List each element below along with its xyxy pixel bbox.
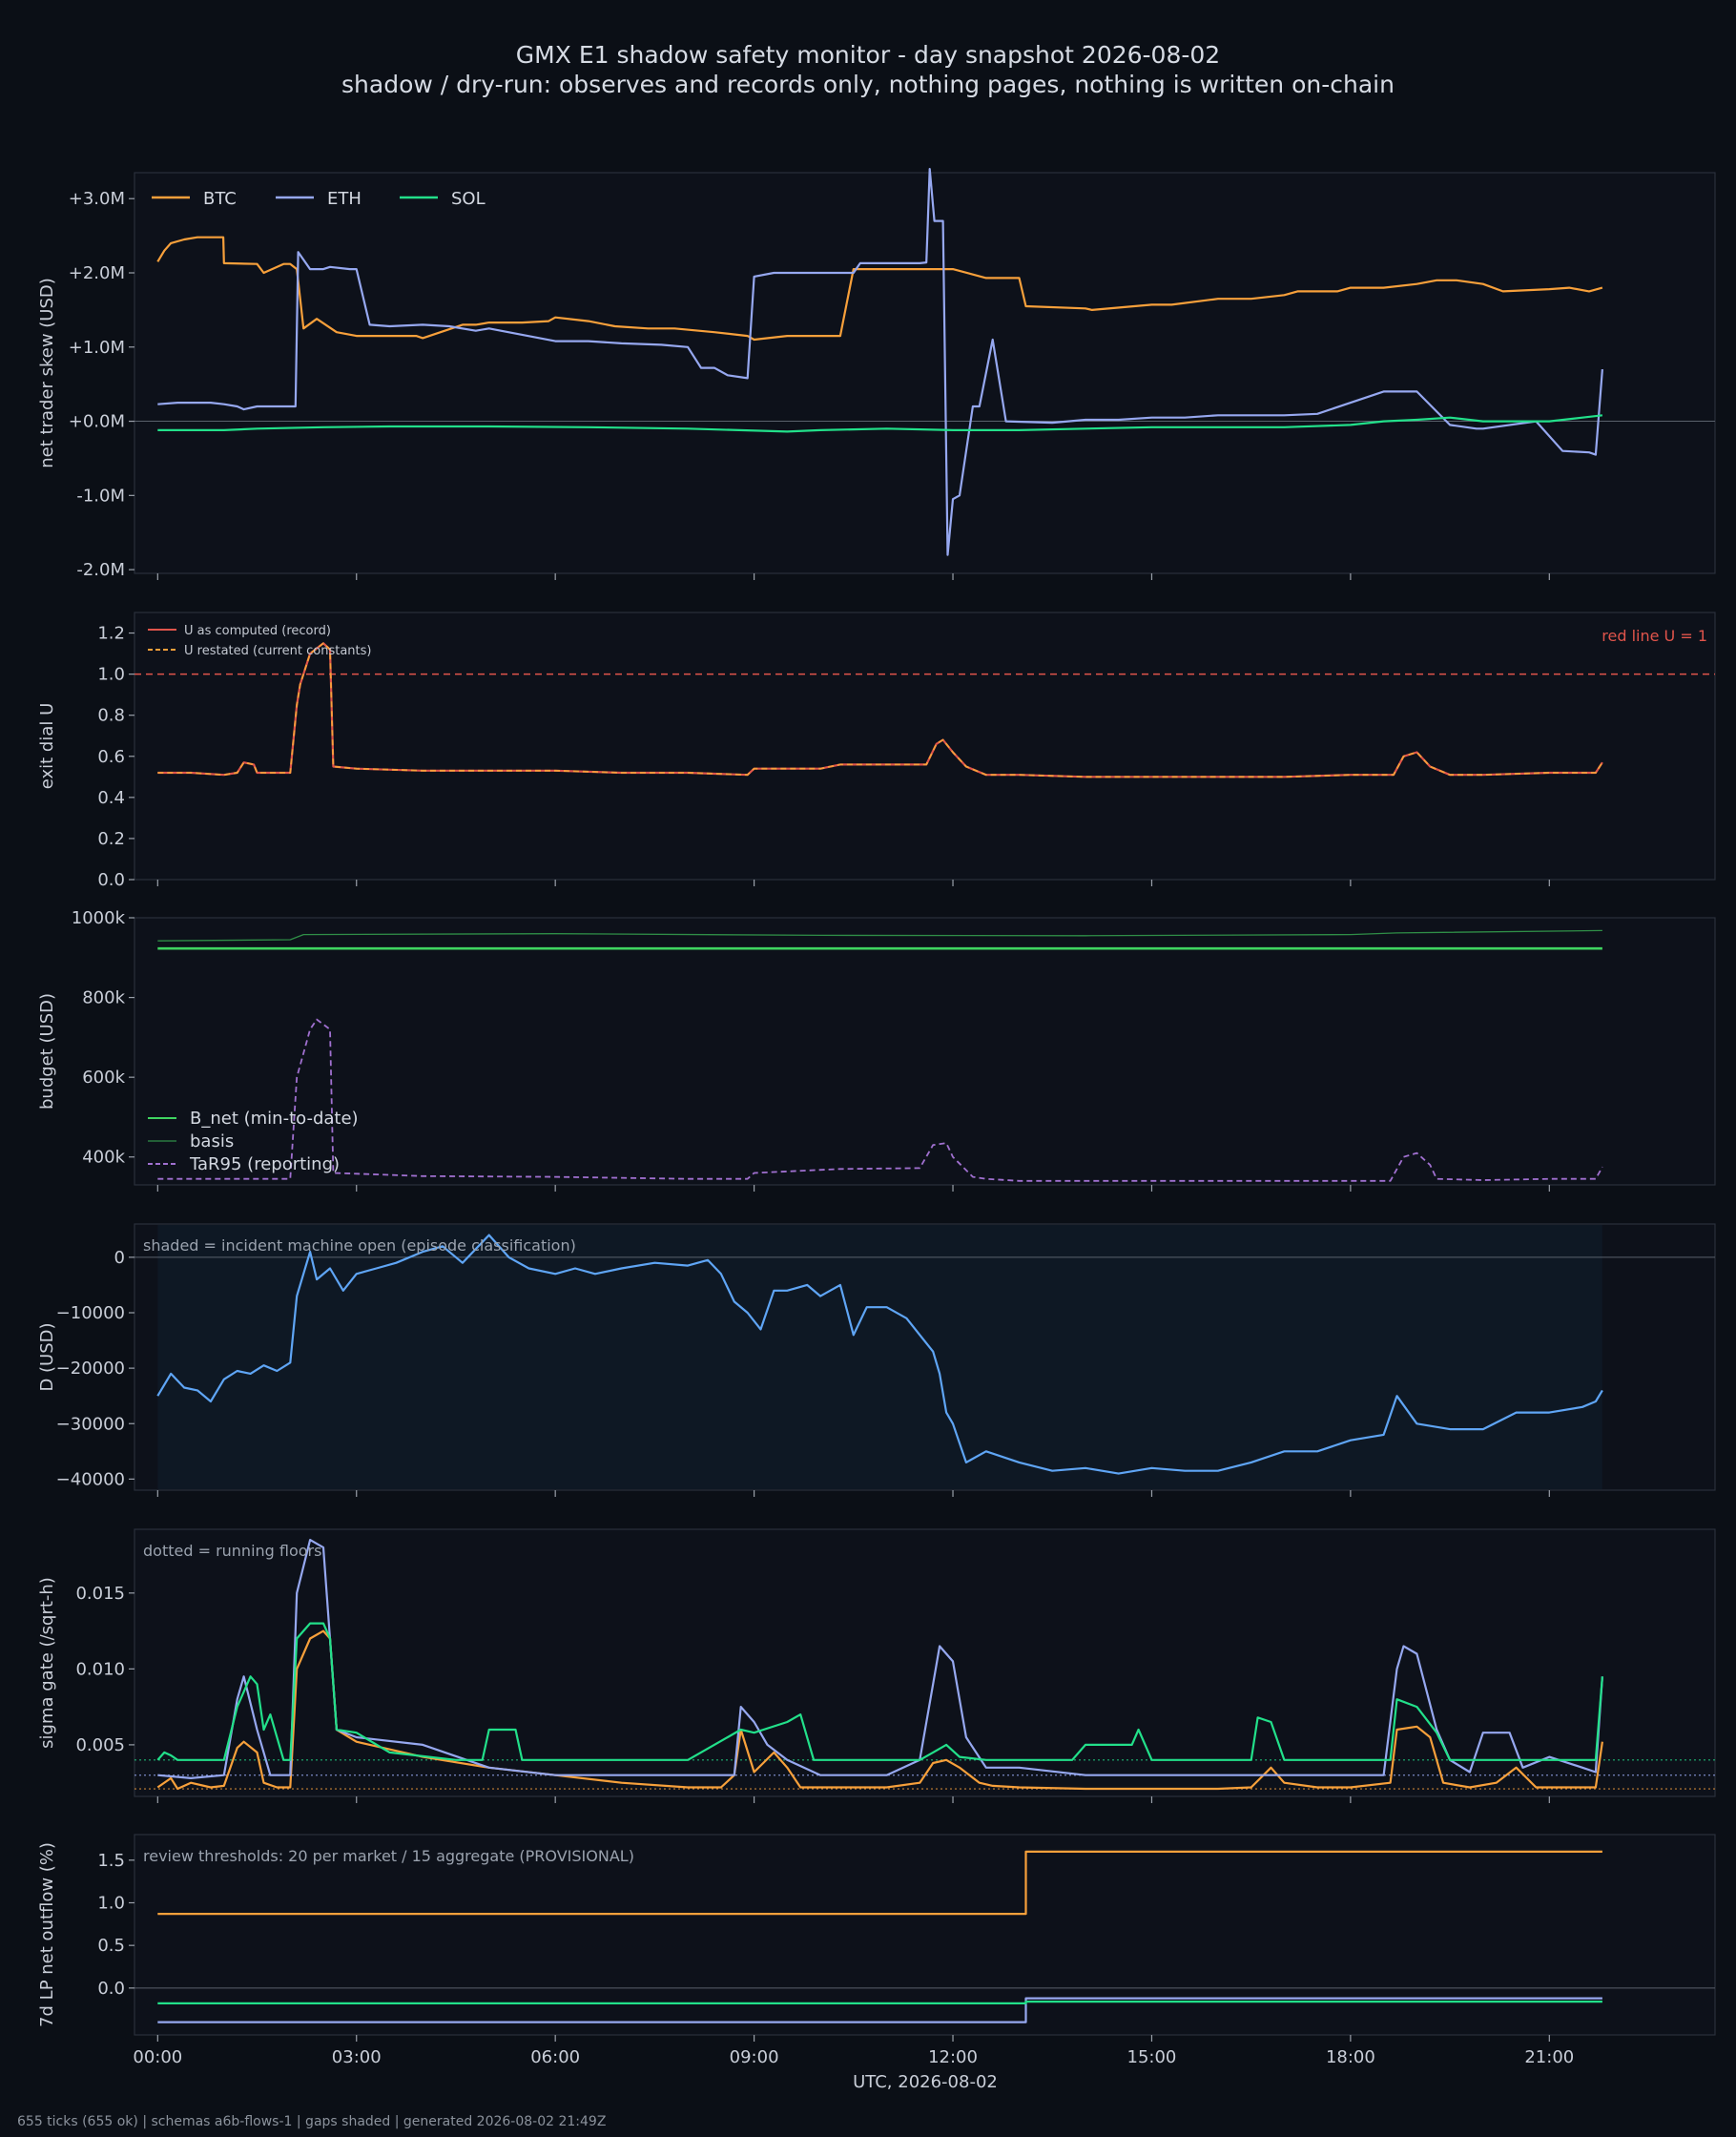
x-tick-label: 09:00 xyxy=(730,2047,779,2067)
x-tick-label: 03:00 xyxy=(332,2047,382,2067)
y-axis-label: exit dial U xyxy=(37,703,57,790)
x-tick-label: 15:00 xyxy=(1127,2047,1177,2067)
series-line xyxy=(156,1629,1603,1791)
y-tick-label: -1.0M xyxy=(76,486,125,506)
legend-entry: U as computed (record) xyxy=(184,624,331,638)
threshold-label: red line U = 1 xyxy=(1602,627,1707,645)
y-tick-label: 1.0 xyxy=(97,1893,125,1913)
y-tick-label: +2.0M xyxy=(69,263,125,283)
y-tick-label: 1000k xyxy=(72,908,126,928)
y-tick-label: 0.2 xyxy=(97,829,125,849)
x-tick-label: 06:00 xyxy=(530,2047,580,2067)
legend-entry: BTC xyxy=(203,189,237,209)
panel-3: 400k 600k 800k 1000k budget (USD) B_net (min-… xyxy=(37,908,1716,1192)
legend-entry: ETH xyxy=(327,189,362,209)
y-tick-label: 0.0 xyxy=(97,1979,125,1999)
footer-status: 655 ticks (655 ok) | schemas a6b-flows-1… xyxy=(17,2114,606,2129)
series-line xyxy=(157,1997,1602,2023)
panel-2: 0.0 0.2 0.4 0.6 0.8 1.0 1.2 exit dial U red line… xyxy=(37,612,1716,890)
panel-annotation: dotted = running floors xyxy=(143,1542,321,1560)
y-tick-label: 0.0 xyxy=(97,870,125,890)
panel-4: −40000 −30000 −20000 −10000 0 D (USD) shaded =… xyxy=(37,1223,1716,1497)
plot-area xyxy=(134,917,1716,1186)
y-tick-label: 1.0 xyxy=(97,665,125,685)
series-line xyxy=(156,1234,1603,1475)
y-tick-label: -2.0M xyxy=(76,560,125,580)
series-line xyxy=(157,168,1603,556)
y-tick-label: +3.0M xyxy=(69,189,125,209)
series-line xyxy=(157,414,1603,433)
series-line xyxy=(157,1850,1602,1916)
series-line xyxy=(157,2001,1602,2004)
x-tick-label: 21:00 xyxy=(1524,2047,1574,2067)
series-line xyxy=(157,1018,1603,1182)
y-tick-label: −20000 xyxy=(56,1359,125,1379)
y-tick-label: 0 xyxy=(114,1248,125,1268)
y-axis-label: budget (USD) xyxy=(37,993,57,1110)
series-line xyxy=(157,929,1602,942)
series-line xyxy=(156,1622,1603,1761)
incident-shading xyxy=(157,1225,1602,1489)
y-tick-label: 0.005 xyxy=(75,1735,125,1755)
panel-1: -2.0M -1.0M +0.0M +1.0M +2.0M +3.0M net trader… xyxy=(37,168,1716,580)
legend-entry: U restated (current constants) xyxy=(184,644,371,658)
y-axis-label: D (USD) xyxy=(37,1322,57,1391)
y-tick-label: −10000 xyxy=(56,1303,125,1323)
legend-entry: SOL xyxy=(451,189,486,209)
y-tick-label: 800k xyxy=(82,988,125,1008)
y-tick-label: 0.015 xyxy=(75,1584,125,1604)
chart-title: GMX E1 shadow safety monitor - day snaps… xyxy=(516,41,1220,69)
legend-entry: B_net (min-to-date) xyxy=(190,1109,359,1129)
x-tick-label: 18:00 xyxy=(1326,2047,1375,2067)
x-tick-label: 00:00 xyxy=(133,2047,182,2067)
series-line xyxy=(156,236,1603,342)
y-tick-label: 400k xyxy=(82,1148,125,1168)
y-tick-label: 600k xyxy=(82,1068,125,1088)
panel-5: 0.005 0.010 0.015 sigma gate (/sqrt-h) dotte… xyxy=(37,1528,1716,1803)
y-tick-label: 0.5 xyxy=(97,1936,125,1956)
panel-annotation: review thresholds: 20 per market / 15 ag… xyxy=(143,1847,634,1865)
y-tick-label: 0.010 xyxy=(75,1659,125,1679)
x-tick-label: 12:00 xyxy=(928,2047,978,2067)
legend-entry: TaR95 (reporting) xyxy=(189,1154,340,1174)
series-line xyxy=(157,642,1603,778)
x-axis-label: UTC, 2026-08-02 xyxy=(853,2072,998,2092)
plot-area xyxy=(134,172,1716,574)
y-axis-label: 7d LP net outflow (%) xyxy=(37,1842,57,2027)
y-tick-label: 1.2 xyxy=(97,624,125,644)
y-tick-label: 1.5 xyxy=(97,1851,125,1871)
y-tick-label: +0.0M xyxy=(69,412,125,432)
y-axis-label: net trader skew (USD) xyxy=(37,278,57,468)
plot-area xyxy=(134,612,1716,881)
panels: -2.0M -1.0M +0.0M +1.0M +2.0M +3.0M net trader… xyxy=(37,168,1716,2067)
y-axis-label: sigma gate (/sqrt-h) xyxy=(37,1577,57,1749)
chart-subtitle: shadow / dry-run: observes and records o… xyxy=(341,71,1395,98)
legend-entry: basis xyxy=(190,1131,234,1151)
panel-annotation: shaded = incident machine open (episode … xyxy=(143,1236,576,1255)
y-tick-label: +1.0M xyxy=(69,338,125,358)
panel-6: 0.0 0.5 1.0 1.5 00:00 03:00 06:00 09:00 12:00 15:… xyxy=(37,1834,1716,2067)
y-tick-label: 0.4 xyxy=(97,788,125,808)
y-tick-label: −40000 xyxy=(56,1469,125,1489)
y-tick-label: 0.8 xyxy=(97,706,125,726)
y-tick-label: 0.6 xyxy=(97,747,125,767)
y-tick-label: −30000 xyxy=(56,1414,125,1434)
